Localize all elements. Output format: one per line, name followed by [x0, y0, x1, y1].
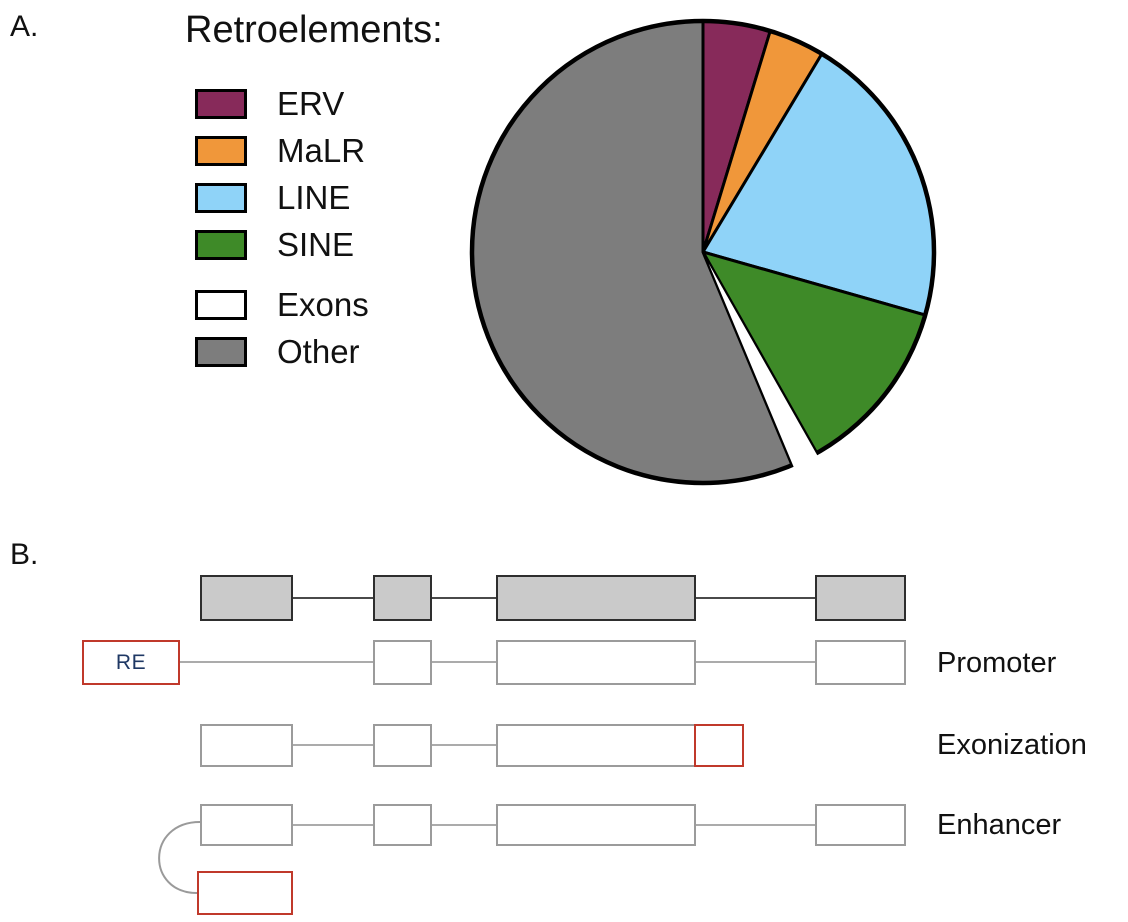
enhancer-exon-1 [200, 804, 293, 846]
exonization-intron-2 [432, 744, 496, 746]
ref-exon-2 [373, 575, 432, 621]
enhancer-exon-3 [496, 804, 696, 846]
legend-item-line: LINE [195, 179, 369, 216]
legend-swatch-sine [195, 230, 247, 260]
ref-exon-4 [815, 575, 906, 621]
panel-a-label: A. [10, 10, 39, 43]
legend-label-exons: Exons [277, 286, 369, 323]
exonization-intron-1 [293, 744, 373, 746]
ref-exon-3 [496, 575, 696, 621]
promoter-exon-3 [496, 640, 696, 685]
enhancer-intron-1 [293, 824, 373, 826]
pie-outline-rim [469, 18, 937, 486]
legend-label-line: LINE [277, 179, 351, 216]
ref-intron-1 [293, 597, 373, 599]
promoter-exon-2 [373, 640, 432, 685]
legend-label-erv: ERV [277, 85, 345, 122]
promoter-intron-3 [696, 661, 815, 663]
promoter-intron-1 [180, 661, 373, 663]
promoter-intron-2 [432, 661, 496, 663]
exonization-exon-3 [496, 724, 696, 767]
legend-swatch-other [195, 337, 247, 367]
legend-label-malr: MaLR [277, 132, 366, 169]
pie-title: Retroelements: [185, 9, 443, 51]
panel-b-label: B. [10, 538, 39, 571]
legend-label-other: Other [277, 333, 360, 370]
retroelements-pie-chart [469, 18, 937, 486]
exonization-exon-2 [373, 724, 432, 767]
exonization-exon-1 [200, 724, 293, 767]
legend-swatch-malr [195, 136, 247, 166]
legend-label-sine: SINE [277, 226, 355, 263]
ref-exon-1 [200, 575, 293, 621]
re-exonization-box [694, 724, 744, 767]
exonization-label: Exonization [937, 729, 1087, 761]
re-enhancer-box [197, 871, 293, 915]
legend-item-sine: SINE [195, 226, 369, 263]
legend-item-other: Other [195, 333, 369, 370]
legend-item-exons: Exons [195, 286, 369, 323]
legend-item-malr: MaLR [195, 132, 369, 169]
ref-intron-3 [696, 597, 815, 599]
pie-slice-exons [708, 263, 823, 477]
re-promoter-box: RE [82, 640, 180, 685]
enhancer-intron-3 [696, 824, 815, 826]
legend-swatch-erv [195, 89, 247, 119]
enhancer-exon-2 [373, 804, 432, 846]
promoter-exon-4 [815, 640, 906, 685]
enhancer-exon-4 [815, 804, 906, 846]
enhancer-label: Enhancer [937, 809, 1062, 841]
enhancer-intron-2 [432, 824, 496, 826]
legend-swatch-line [195, 183, 247, 213]
legend-swatch-exons [195, 290, 247, 320]
ref-intron-2 [432, 597, 496, 599]
legend-item-erv: ERV [195, 85, 369, 122]
re-box-label: RE [115, 650, 147, 674]
promoter-label: Promoter [937, 647, 1057, 679]
pie-legend: ERV MaLR LINE SINE Exons Other [195, 85, 369, 384]
enhancer-loop-curve [158, 821, 201, 894]
